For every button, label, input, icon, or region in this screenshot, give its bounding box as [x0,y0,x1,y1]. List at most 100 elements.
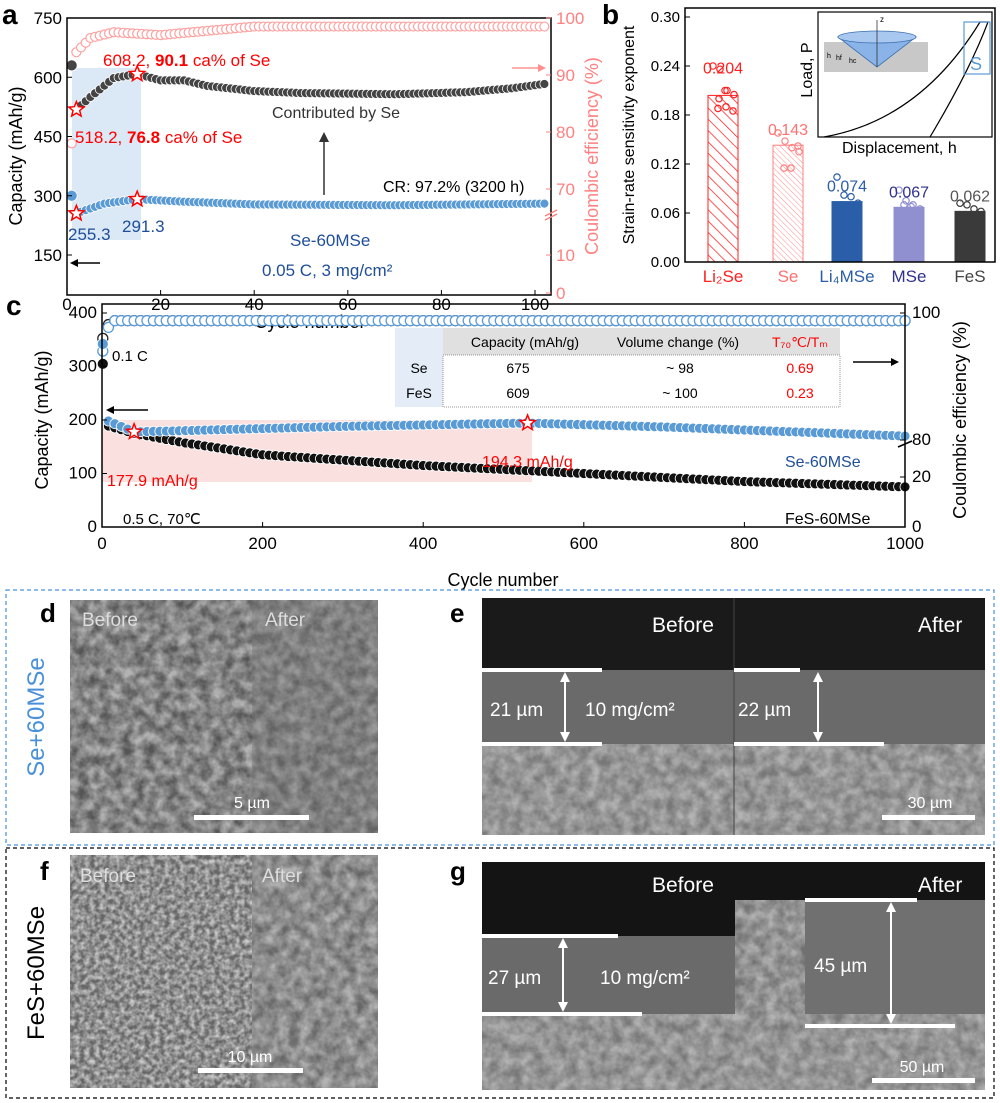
table-header: Capacity (mAh/g) [471,334,579,350]
data-point [840,191,848,199]
panel-d: d Before After 5 µm [40,598,378,833]
y-axis-label: Capacity (mAh/g) [32,350,52,489]
y-tick-label: 300 [34,187,62,206]
data-point [781,137,789,145]
value-label: 0.143 [768,122,808,139]
y-tick-label: 750 [34,9,62,28]
data-point [909,201,917,209]
capacity-point [96,357,109,370]
category-label: Li₂Se [703,267,744,286]
x-tick-label: 0 [97,534,106,553]
panel-letter: c [6,290,22,321]
data-point [970,205,978,213]
y-tick-label: 200 [69,410,97,429]
x-axis-label: Cycle number [447,570,558,590]
data-point [846,213,854,221]
y2-axis-label: Coulombic efficiency (%) [582,57,602,255]
table-cell: 0.69 [786,360,813,376]
data-point [895,186,903,194]
inset-hf-label: hf [836,55,842,62]
table-cell: 0.23 [786,385,813,401]
se-group-box [5,589,995,846]
scale-bar [198,1068,303,1073]
before-label: Before [82,610,138,631]
table-cell: Se [410,360,427,376]
after-label: After [918,874,962,897]
panel-e: e Before After 21 µm 10 mg/cm² 22 µm 30 … [450,598,985,835]
bar [831,201,863,263]
panel-b: b 0.204 0.143 0.074 0.067 0.062 Li₂Se Se Li₄MS… [602,0,996,286]
panel-letter: f [40,856,49,886]
panel-c: c 0 200 400 600 800 1000010020030040002080100… [6,290,970,590]
table-cell: FeS [406,385,432,401]
data-point [721,86,729,95]
x-tick-label: 400 [409,534,437,553]
scale-bar-label: 30 µm [908,795,953,812]
data-point [774,129,782,137]
row-label-fes: FeS+60MSe [23,906,50,1040]
data-point [716,65,724,74]
y2-tick-label: 0 [912,517,921,536]
condition-label: 0.5 C, 70℃ [123,511,201,528]
data-point [977,207,985,216]
panel-f: f Before After 10 µm [40,855,378,1088]
data-point [847,192,855,201]
data-point [787,164,795,172]
data-point [908,213,916,221]
inset-hc-label: hc [849,58,857,65]
y-tick-label: 600 [34,68,62,87]
y-tick-label: 100 [69,464,97,483]
annotation-peak: 608.2, 90.1 ca% of Se [103,51,270,70]
capacity-point [539,198,550,209]
category-label: Li₄MSe [819,267,874,286]
scale-bar [872,1078,975,1083]
x-tick-label: 0 [62,295,71,314]
y-tick-label: 0.06 [651,205,680,222]
table-cell: ~ 100 [662,385,698,401]
inset-x-label: Displacement, h [842,140,957,157]
arrow-up-head [319,132,329,142]
table-cell: 609 [506,385,530,401]
data-point [976,223,984,232]
data-point [901,209,909,217]
plot-frame [101,303,906,528]
inset-s-label: S [970,54,982,74]
data-point [900,201,908,209]
properties-table: Capacity (mAh/g) Volume change (%) T₇₀℃/… [395,328,841,408]
table-header: T₇₀℃/Tₘ [772,334,828,350]
fes-group-box [5,847,995,1099]
y2-tick-label: 80 [556,123,575,142]
y-tick-label: 0.30 [651,9,680,26]
scale-bar [194,815,309,820]
scale-bar-label: 5 µm [234,795,270,812]
annotation-194: 194.3 mAh/g [482,454,573,471]
axis-break [544,209,558,217]
y-tick-label: 450 [34,128,62,147]
y-tick-label: 0.18 [651,107,680,124]
annotation-low-rate: 0.1 C [112,348,148,365]
y-tick-label: 400 [69,303,97,322]
inset-h-label: h [827,53,831,60]
ce-point [539,21,550,32]
star-marker [66,99,86,118]
category-label: FeS [954,267,985,286]
y-tick-label: 0 [88,517,97,536]
data-point [956,199,964,208]
value-label: 0.067 [889,184,929,201]
series-label-fes: FeS-60MSe [785,511,870,528]
y2-tick-label: 20 [912,467,931,486]
table-cell: ~ 98 [666,360,694,376]
before-label: Before [80,866,136,887]
after-label: After [918,614,962,637]
bar [954,210,986,263]
y2-tick-label: 80 [912,430,931,449]
plot-frame [684,7,996,263]
series-label-se: Se-60MSe [785,454,861,471]
capacity-point [539,79,550,89]
thickness-before: 27 µm [488,968,541,989]
axis-break [544,213,558,221]
scale-bar [882,815,975,820]
label-255: 255.3 [68,225,111,244]
data-point [730,90,738,99]
